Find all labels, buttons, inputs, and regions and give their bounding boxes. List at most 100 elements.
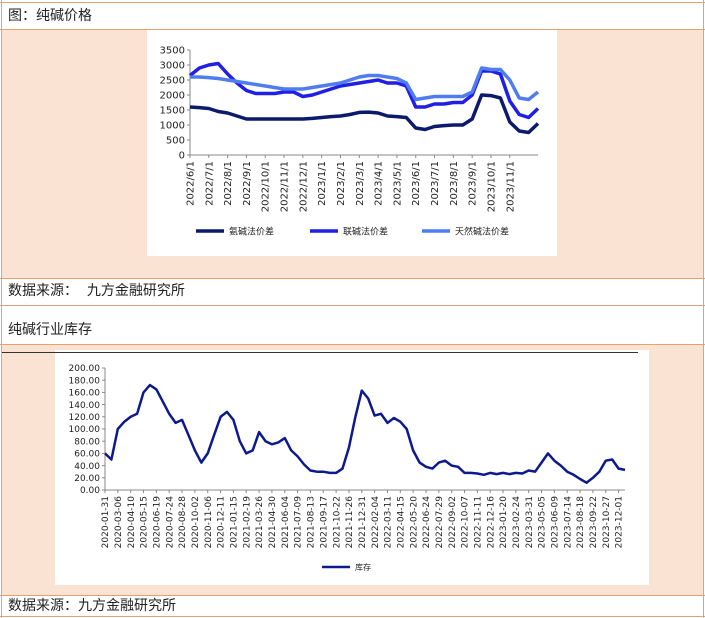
x-tick-label: 2023/4/1 bbox=[374, 161, 385, 206]
rule bbox=[2, 352, 638, 353]
y-tick-label: 1000 bbox=[160, 121, 185, 132]
x-tick-label: 2022/6/1 bbox=[186, 161, 197, 206]
x-tick-label: 2020-04-10 bbox=[127, 496, 137, 549]
x-tick-label: 2020-06-19 bbox=[153, 496, 163, 549]
x-tick-label: 2021-03-26 bbox=[255, 496, 265, 549]
y-tick-label: 140.00 bbox=[69, 401, 101, 411]
data-line bbox=[188, 61, 540, 120]
x-tick-label: 2022-06-24 bbox=[422, 496, 432, 549]
x-tick-label: 2023/9/1 bbox=[468, 161, 479, 206]
x-tick-label: 2020-07-24 bbox=[165, 496, 175, 549]
x-tick-label: 2023/1/1 bbox=[317, 161, 328, 206]
y-tick-label: 0.00 bbox=[80, 486, 100, 496]
rule bbox=[0, 2, 705, 3]
rule bbox=[0, 29, 705, 30]
x-tick-label: 2023-05-05 bbox=[538, 496, 548, 548]
x-tick-label: 2022/8/1 bbox=[223, 161, 234, 206]
y-tick-label: 180.00 bbox=[69, 376, 101, 386]
x-tick-label: 2023-09-22 bbox=[589, 496, 599, 548]
x-tick-label: 2022/7/1 bbox=[204, 161, 215, 206]
y-tick-label: 160.00 bbox=[69, 389, 101, 399]
x-tick-label: 2020-11-06 bbox=[204, 496, 214, 549]
x-tick-label: 2022-05-20 bbox=[409, 496, 419, 549]
y-tick-label: 20.00 bbox=[74, 474, 100, 484]
x-tick-label: 2020-12-11 bbox=[217, 496, 227, 548]
x-tick-label: 2023-02-24 bbox=[512, 496, 522, 549]
x-tick-label: 2023/6/1 bbox=[411, 161, 422, 206]
x-tick-label: 2023/10/1 bbox=[486, 161, 497, 212]
x-tick-label: 2022/12/1 bbox=[298, 161, 309, 212]
x-tick-label: 2023-12-01 bbox=[615, 496, 625, 548]
data-line bbox=[189, 93, 540, 135]
y-tick-label: 2000 bbox=[160, 91, 185, 102]
x-tick-label: 2023-08-18 bbox=[576, 496, 586, 549]
x-tick-label: 2022-12-16 bbox=[486, 496, 496, 549]
legend-label: 天然碱法价差 bbox=[455, 226, 509, 238]
x-tick-label: 2020-01-31 bbox=[101, 496, 111, 548]
y-tick-label: 120.00 bbox=[69, 413, 101, 423]
y-tick-label: 0 bbox=[179, 151, 185, 162]
y-tick-label: 200.00 bbox=[69, 364, 101, 374]
x-tick-label: 2022-10-07 bbox=[461, 496, 471, 548]
rule bbox=[703, 0, 704, 618]
x-tick-label: 2020-10-02 bbox=[191, 496, 201, 548]
x-tick-label: 2022-07-29 bbox=[435, 496, 445, 549]
x-tick-label: 2021-09-17 bbox=[319, 496, 329, 548]
x-tick-label: 2023-03-31 bbox=[525, 496, 535, 548]
legend-label: 库存 bbox=[355, 562, 371, 572]
legend-label: 联碱法价差 bbox=[343, 226, 388, 238]
x-tick-label: 2022/11/1 bbox=[280, 161, 291, 212]
rule bbox=[0, 305, 705, 306]
x-tick-label: 2021-12-31 bbox=[358, 496, 368, 548]
y-tick-label: 2500 bbox=[160, 76, 185, 87]
x-tick-label: 2023-10-27 bbox=[602, 496, 612, 548]
source: 数据来源： 九方金融研究所 bbox=[8, 283, 185, 299]
x-tick-label: 2022-09-02 bbox=[448, 496, 458, 548]
y-tick-label: 3000 bbox=[160, 61, 185, 72]
legend-label: 氨碱法价差 bbox=[229, 226, 274, 238]
x-tick-label: 2022-02-04 bbox=[371, 496, 381, 549]
x-tick-label: 2023-01-20 bbox=[499, 496, 509, 549]
x-tick-label: 2023-06-09 bbox=[551, 496, 561, 549]
x-tick-label: 2023-07-14 bbox=[563, 496, 573, 549]
section-title: 纯碱行业库存 bbox=[8, 322, 92, 338]
x-tick-label: 2021-08-13 bbox=[307, 496, 317, 548]
y-tick-label: 500 bbox=[166, 136, 185, 147]
x-tick-label: 2021-04-30 bbox=[268, 496, 278, 549]
x-tick-label: 2020-05-15 bbox=[140, 496, 150, 548]
x-tick-label: 2022/9/1 bbox=[242, 161, 253, 206]
x-tick-label: 2020-03-06 bbox=[114, 496, 124, 549]
source: 数据来源：九方金融研究所 bbox=[8, 598, 176, 614]
y-tick-label: 1500 bbox=[160, 106, 185, 117]
x-tick-label: 2021-02-19 bbox=[242, 496, 252, 549]
x-tick-label: 2021-10-22 bbox=[332, 496, 342, 548]
y-tick-label: 60.00 bbox=[74, 450, 100, 460]
x-tick-label: 2022-03-11 bbox=[384, 496, 394, 548]
x-tick-label: 2022/10/1 bbox=[261, 161, 272, 212]
y-tick-label: 40.00 bbox=[74, 462, 100, 472]
rule bbox=[0, 616, 705, 617]
x-tick-label: 2021-07-09 bbox=[294, 496, 304, 549]
y-tick-label: 3500 bbox=[160, 46, 185, 57]
x-tick-label: 2021-11-26 bbox=[345, 496, 355, 549]
x-tick-label: 2020-08-28 bbox=[178, 496, 188, 549]
rule bbox=[1, 0, 2, 618]
y-tick-label: 80.00 bbox=[74, 437, 100, 447]
y-tick-label: 100.00 bbox=[69, 425, 101, 435]
x-tick-label: 2023/5/1 bbox=[392, 161, 403, 206]
x-tick-label: 2021-06-04 bbox=[281, 496, 291, 549]
figure-title: 图：纯碱价格 bbox=[8, 8, 92, 24]
x-tick-label: 2023/11/1 bbox=[505, 161, 516, 212]
x-tick-label: 2023/7/1 bbox=[430, 161, 441, 206]
rule bbox=[0, 278, 705, 279]
rule bbox=[0, 595, 705, 596]
data-line bbox=[104, 383, 626, 484]
rule bbox=[0, 344, 705, 345]
x-tick-label: 2022-11-11 bbox=[473, 496, 483, 548]
x-tick-label: 2023/3/1 bbox=[355, 161, 366, 206]
x-tick-label: 2021-01-15 bbox=[230, 496, 240, 548]
data-line bbox=[190, 66, 540, 102]
x-tick-label: 2023/8/1 bbox=[449, 161, 460, 206]
